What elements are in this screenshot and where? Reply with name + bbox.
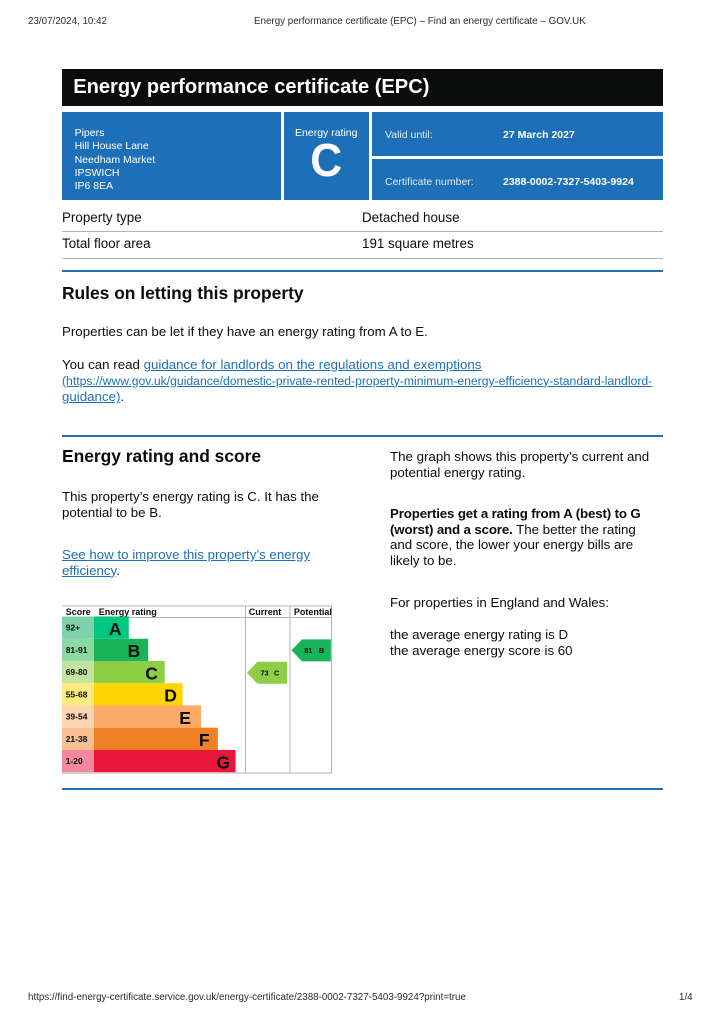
svg-text:Current: Current <box>249 607 282 617</box>
svg-text:F: F <box>199 730 210 750</box>
svg-text:81: 81 <box>304 646 312 655</box>
svg-text:Score: Score <box>66 607 91 617</box>
svg-text:C: C <box>145 663 158 683</box>
svg-text:81-91: 81-91 <box>66 645 88 655</box>
svg-text:21-38: 21-38 <box>66 734 88 744</box>
svg-text:Potential: Potential <box>294 607 332 617</box>
svg-text:69-80: 69-80 <box>66 667 88 677</box>
svg-text:Energy rating: Energy rating <box>99 607 157 617</box>
svg-text:A: A <box>109 619 122 639</box>
svg-text:39-54: 39-54 <box>66 712 88 722</box>
svg-text:G: G <box>216 752 230 772</box>
svg-text:92+: 92+ <box>66 623 80 633</box>
svg-text:E: E <box>179 708 191 728</box>
svg-text:73: 73 <box>260 668 268 677</box>
svg-text:D: D <box>164 686 177 706</box>
svg-text:55-68: 55-68 <box>66 689 88 699</box>
svg-text:B: B <box>128 641 141 661</box>
svg-text:B: B <box>319 646 324 655</box>
svg-text:C: C <box>274 668 280 677</box>
svg-text:1-20: 1-20 <box>66 756 83 766</box>
